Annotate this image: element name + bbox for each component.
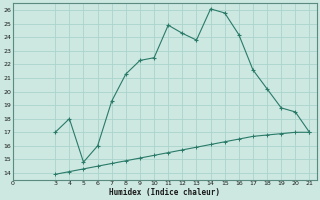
X-axis label: Humidex (Indice chaleur): Humidex (Indice chaleur) bbox=[109, 188, 220, 197]
